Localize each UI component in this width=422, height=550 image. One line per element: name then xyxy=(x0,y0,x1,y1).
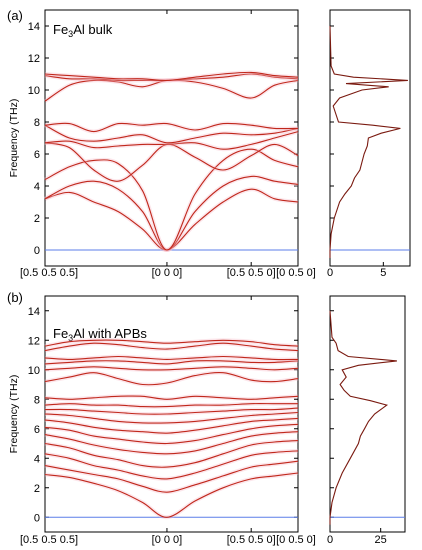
dos-x-tick-label: 0 xyxy=(327,267,333,279)
dos-x-tick-label: 5 xyxy=(380,267,386,279)
x-tick-label: [0.5 0.5 0.5] xyxy=(20,267,78,279)
panel-b-dos xyxy=(329,310,397,525)
panel-a-dos-frame xyxy=(329,9,411,267)
band-2 xyxy=(44,175,299,251)
y-tick-label: 12 xyxy=(28,53,40,65)
band-4 xyxy=(44,440,299,468)
band-3-glow xyxy=(44,147,299,252)
band-14 xyxy=(44,360,299,365)
panel-a-dos xyxy=(329,25,408,258)
x-tick-label: [0.5 0.5 0] xyxy=(227,534,276,546)
dos-x-tick-label: 25 xyxy=(375,534,387,546)
panel-a-bands xyxy=(43,70,299,253)
y-tick-label: 10 xyxy=(28,85,40,97)
y-tick-label: 2 xyxy=(34,213,40,225)
panel-a-y-axis: 0 2 4 6 8 10 12 14 xyxy=(28,21,410,257)
y-tick-label: 0 xyxy=(34,512,40,524)
dos-curve xyxy=(329,310,397,525)
panel-a: Fe3Al bulk Frequency (THz) 0 2 4 6 8 10 12 14 [… xyxy=(8,9,411,279)
panel-b-bands xyxy=(44,338,299,520)
dos-curve xyxy=(329,25,408,258)
panel-b-y-axis: 0 2 4 6 8 10 12 14 xyxy=(28,306,405,524)
band-2-glow xyxy=(44,174,299,253)
y-tick-label: 10 xyxy=(28,365,40,377)
band-1 xyxy=(44,472,299,518)
y-tick-label: 8 xyxy=(34,394,40,406)
panel-b-label: (b) xyxy=(7,290,23,305)
band-6 xyxy=(44,423,299,445)
panel-b-dos-axis: 0 25 xyxy=(327,528,387,546)
band-8-glow xyxy=(43,78,299,103)
x-tick-label: [0 0 0] xyxy=(152,267,183,279)
band-2 xyxy=(44,460,299,493)
panel-a-ylabel: Frequency (THz) xyxy=(8,99,20,178)
panel-a-x-axis: [0.5 0.5 0.5] [0 0 0] [0.5 0.5 0] [0 0.5 0] xyxy=(20,10,316,279)
band-10 xyxy=(44,403,298,408)
panel-a-label: (a) xyxy=(7,8,23,23)
panel-b: Fe3Al with APBs Frequency (THz) 0 2 4 6 8 10 1… xyxy=(8,295,406,546)
band-15 xyxy=(44,355,299,361)
dos-x-tick-label: 0 xyxy=(327,534,333,546)
y-tick-label: 14 xyxy=(28,21,40,33)
panel-b-title: Fe3Al with APBs xyxy=(53,326,147,343)
y-tick-label: 4 xyxy=(34,453,40,465)
y-tick-label: 8 xyxy=(34,117,40,129)
band-16 xyxy=(44,342,299,352)
x-tick-label: [0 0.5 0] xyxy=(276,534,316,546)
y-tick-label: 4 xyxy=(34,181,40,193)
y-tick-label: 6 xyxy=(34,149,40,161)
panel-a-band-frame xyxy=(44,9,299,267)
band-1-glow xyxy=(44,187,299,252)
band-8 xyxy=(44,411,299,424)
panel-a-title: Fe3Al bulk xyxy=(53,22,113,39)
panel-b-x-axis: [0.5 0.5 0.5] [0 0 0] [0.5 0.5 0] [0 0.5 0] xyxy=(20,296,316,546)
band-5 xyxy=(44,131,299,150)
band-3 xyxy=(44,148,299,251)
panel-b-ylabel: Frequency (THz) xyxy=(8,375,20,454)
band-11 xyxy=(44,395,299,400)
band-17 xyxy=(44,339,299,347)
x-tick-label: [0.5 0.5 0.5] xyxy=(20,534,78,546)
band-6 xyxy=(44,124,299,144)
band-12 xyxy=(44,372,299,386)
y-tick-label: 12 xyxy=(28,335,40,347)
band-7 xyxy=(44,417,299,434)
band-5 xyxy=(44,431,299,455)
band-7 xyxy=(44,122,299,133)
y-tick-label: 0 xyxy=(34,245,40,257)
y-tick-label: 2 xyxy=(34,483,40,495)
panel-b-dos-frame xyxy=(329,295,406,533)
band-9 xyxy=(44,407,299,415)
band-3 xyxy=(44,450,299,480)
x-tick-label: [0 0 0] xyxy=(152,534,183,546)
y-tick-label: 6 xyxy=(34,424,40,436)
y-tick-label: 14 xyxy=(28,306,40,318)
band-10 xyxy=(44,71,299,81)
x-tick-label: [0 0.5 0] xyxy=(276,267,316,279)
band-13 xyxy=(44,366,299,371)
x-tick-label: [0.5 0.5 0] xyxy=(227,267,276,279)
